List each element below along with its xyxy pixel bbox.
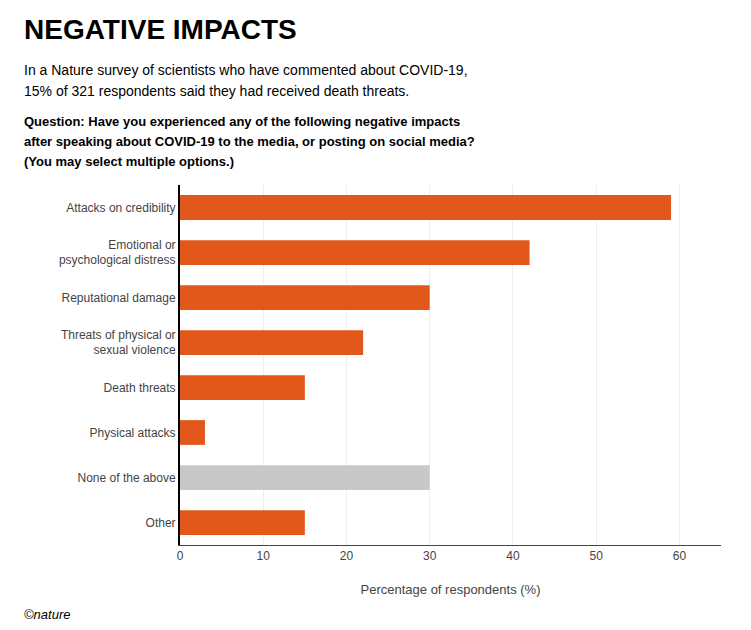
svg-text:(You may select multiple optio: (You may select multiple options.) [24, 154, 234, 169]
svg-text:40: 40 [506, 549, 520, 563]
svg-text:after speaking about COVID-19: after speaking about COVID-19 to the med… [24, 134, 475, 149]
svg-text:None of the above: None of the above [78, 471, 176, 485]
svg-text:0: 0 [177, 549, 184, 563]
svg-text:50: 50 [589, 549, 603, 563]
svg-text:Reputational damage: Reputational damage [62, 291, 176, 305]
svg-text:NEGATIVE IMPACTS: NEGATIVE IMPACTS [24, 14, 297, 45]
svg-text:©nature: ©nature [24, 607, 70, 622]
svg-text:Threats of physical orsexual v: Threats of physical orsexual violence [61, 328, 176, 358]
svg-text:20: 20 [340, 549, 354, 563]
svg-text:60: 60 [673, 549, 687, 563]
svg-text:Death threats: Death threats [104, 381, 176, 395]
svg-text:30: 30 [423, 549, 437, 563]
svg-text:Emotional orpsychological dist: Emotional orpsychological distress [59, 238, 176, 268]
svg-text:Question: Have you experienced: Question: Have you experienced any of th… [24, 114, 460, 129]
svg-text:Percentage of respondents (%): Percentage of respondents (%) [361, 582, 541, 597]
svg-text:Physical attacks: Physical attacks [90, 426, 176, 440]
svg-text:Other: Other [146, 516, 176, 530]
svg-text:10: 10 [257, 549, 271, 563]
svg-text:In a Nature survey of scientis: In a Nature survey of scientists who hav… [24, 62, 468, 78]
svg-text:Attacks on credibility: Attacks on credibility [66, 201, 175, 215]
svg-text:15% of 321 respondents said th: 15% of 321 respondents said they had rec… [24, 83, 409, 99]
